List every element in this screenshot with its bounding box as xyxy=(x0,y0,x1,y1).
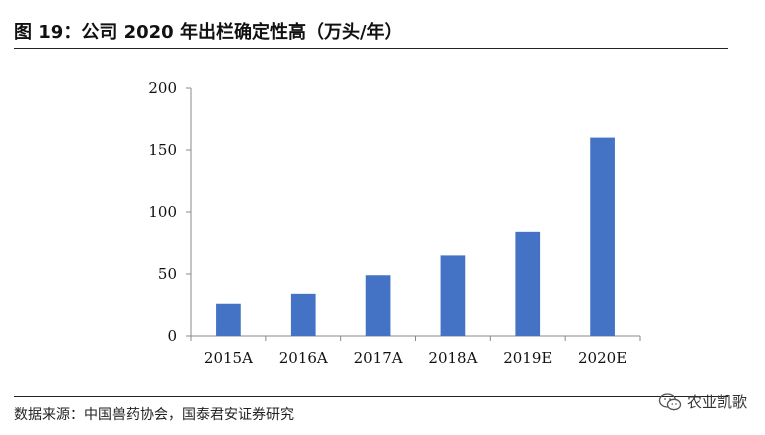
x-tick-label: 2015A xyxy=(204,349,253,367)
watermark-text: 农业凯歌 xyxy=(686,393,747,411)
top-rule xyxy=(14,48,728,49)
chart-labels: 0 50 100 150 200 2015A 2016A 2017A 2018A 2019E 202… xyxy=(148,79,627,367)
x-tick-label: 2018A xyxy=(428,349,477,367)
chart-axes xyxy=(186,87,641,341)
x-tick-label: 2016A xyxy=(279,349,328,367)
bar-2019E xyxy=(515,231,541,336)
y-tick-label: 200 xyxy=(148,79,177,97)
data-source-note: 数据来源：中国兽药协会，国泰君安证券研究 xyxy=(14,407,294,423)
watermark: 农业凯歌 xyxy=(658,391,747,412)
bar-2018A xyxy=(440,255,466,336)
bar-2017A xyxy=(365,275,391,336)
bar-2015A xyxy=(216,303,241,336)
y-tick-label: 0 xyxy=(167,327,177,345)
y-tick-label: 100 xyxy=(148,203,177,221)
bottom-rule xyxy=(14,396,728,397)
x-tick-label: 2019E xyxy=(503,349,552,367)
x-tick-label: 2017A xyxy=(354,349,403,367)
y-tick-label: 150 xyxy=(148,141,177,159)
x-tick-label: 2020E xyxy=(578,349,627,367)
bar-2016A xyxy=(290,293,316,336)
chart-bars xyxy=(216,137,615,336)
wechat-icon xyxy=(658,392,682,410)
bar-2020E xyxy=(590,137,615,336)
figure-title: 图 19：公司 2020 年出栏确定性高（万头/年） xyxy=(14,22,403,43)
y-tick-label: 50 xyxy=(158,265,177,283)
